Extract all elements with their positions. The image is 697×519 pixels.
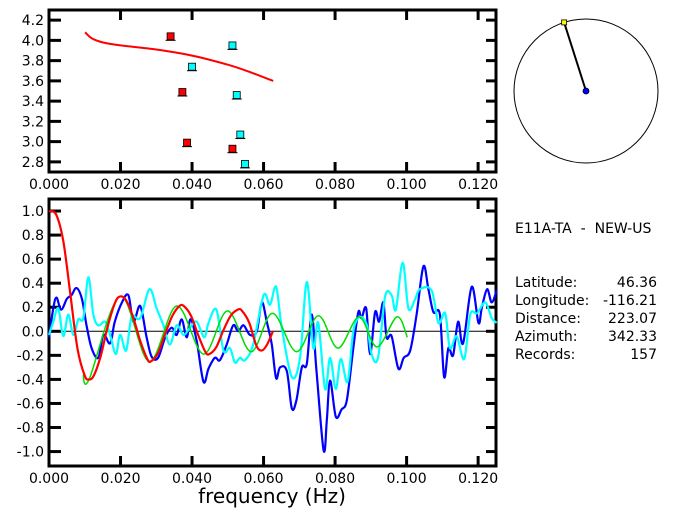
bottom-y-tick-label: -0.8 bbox=[17, 421, 44, 437]
bottom-x-tick-label: 0.040 bbox=[172, 471, 212, 487]
dispersion-plot: 0.000 0.020 0.040 0.060 0.080 0.100 0.120 2.8 3.… bbox=[22, 8, 498, 193]
bottom-y-tick-label: 0.2 bbox=[22, 300, 44, 316]
bottom-x-tick-label: 0.120 bbox=[458, 471, 498, 487]
info-value: 223.07 bbox=[608, 311, 657, 327]
top-x-tick-label: 0.040 bbox=[172, 177, 212, 193]
info-label: Azimuth: bbox=[515, 329, 578, 345]
station-title: E11A-TA - NEW-US bbox=[515, 221, 652, 237]
bottom-x-tick-label: 0.000 bbox=[29, 471, 69, 487]
bottom-y-tick-label: -0.4 bbox=[17, 372, 44, 388]
info-label: Distance: bbox=[515, 311, 581, 327]
azimuth-circle bbox=[513, 18, 659, 164]
azimuth-ring bbox=[513, 18, 659, 164]
top-y-tick-label: 3.2 bbox=[22, 114, 44, 130]
top-x-tick-label: 0.120 bbox=[458, 177, 498, 193]
info-row: Records: 157 bbox=[515, 346, 657, 364]
bottom-y-tick-label: 0.8 bbox=[22, 228, 44, 244]
data-point bbox=[166, 32, 175, 41]
bottom-y-tick-label: -1.0 bbox=[17, 445, 44, 461]
series-line-3 bbox=[48, 209, 274, 381]
info-value: 46.36 bbox=[616, 275, 657, 291]
series-line-1 bbox=[47, 261, 498, 391]
info-row: Latitude: 46.36 bbox=[515, 274, 657, 292]
top-frame bbox=[47, 8, 498, 174]
series-line-0 bbox=[47, 264, 498, 453]
data-point bbox=[228, 144, 237, 153]
info-label: Records: bbox=[515, 347, 576, 363]
top-y-tick-label: 3.4 bbox=[22, 94, 44, 110]
bottom-y-tick-label: -0.6 bbox=[17, 396, 44, 412]
coherence-plot: 0.000 0.020 0.040 0.060 0.080 0.100 0.120 -1.0 -… bbox=[17, 197, 498, 487]
data-point bbox=[183, 138, 191, 147]
data-point bbox=[232, 91, 241, 99]
info-label: Latitude: bbox=[515, 275, 578, 291]
info-value: 342.33 bbox=[608, 329, 657, 345]
top-y-tick-label: 2.8 bbox=[22, 155, 44, 171]
top-x-tick-label: 0.060 bbox=[244, 177, 284, 193]
bottom-x-tick-label: 0.060 bbox=[244, 471, 284, 487]
bottom-x-tick-label: 0.020 bbox=[100, 471, 140, 487]
bottom-x-tick-label: 0.080 bbox=[315, 471, 355, 487]
data-point bbox=[241, 159, 249, 168]
bottom-y-tick-label: 0.0 bbox=[22, 324, 44, 340]
data-point bbox=[178, 88, 187, 96]
bottom-y-tick-label: 1.0 bbox=[22, 204, 44, 220]
info-row: Distance: 223.07 bbox=[515, 310, 657, 328]
info-label: Longitude: bbox=[515, 293, 590, 309]
station-info: E11A-TA - NEW-US Latitude: 46.36 Longitude… bbox=[515, 184, 657, 363]
top-y-tick-label: 3.8 bbox=[22, 54, 44, 70]
info-row: Longitude: -116.21 bbox=[515, 292, 657, 310]
data-point bbox=[228, 41, 237, 50]
top-x-tick-label: 0.000 bbox=[29, 177, 69, 193]
info-value: -116.21 bbox=[602, 293, 657, 309]
data-point bbox=[236, 130, 245, 139]
top-y-tick-label: 3.6 bbox=[22, 74, 44, 90]
top-y-tick-label: 4.2 bbox=[22, 13, 44, 29]
top-x-tick-label: 0.080 bbox=[315, 177, 355, 193]
event-marker-icon bbox=[582, 87, 590, 95]
bottom-x-tick-label: 0.100 bbox=[387, 471, 427, 487]
bottom-y-tick-label: -0.2 bbox=[17, 348, 44, 364]
info-rows: Latitude: 46.36 Longitude: -116.21 Distance:… bbox=[515, 274, 657, 363]
bottom-y-tick-label: 0.4 bbox=[22, 276, 44, 292]
x-axis-title: frequency (Hz) bbox=[198, 484, 346, 508]
top-x-tick-label: 0.020 bbox=[100, 177, 140, 193]
station-marker-icon bbox=[561, 19, 568, 26]
top-y-tick-label: 3.0 bbox=[22, 135, 44, 151]
dispersion-curve bbox=[84, 31, 274, 82]
bottom-y-tick-label: 0.6 bbox=[22, 252, 44, 268]
data-point bbox=[188, 62, 196, 71]
top-x-tick-label: 0.100 bbox=[387, 177, 427, 193]
info-value: 157 bbox=[630, 347, 657, 363]
info-row: Azimuth: 342.33 bbox=[515, 328, 657, 346]
top-y-tick-label: 4.0 bbox=[22, 33, 44, 49]
azimuth-line bbox=[563, 22, 587, 92]
